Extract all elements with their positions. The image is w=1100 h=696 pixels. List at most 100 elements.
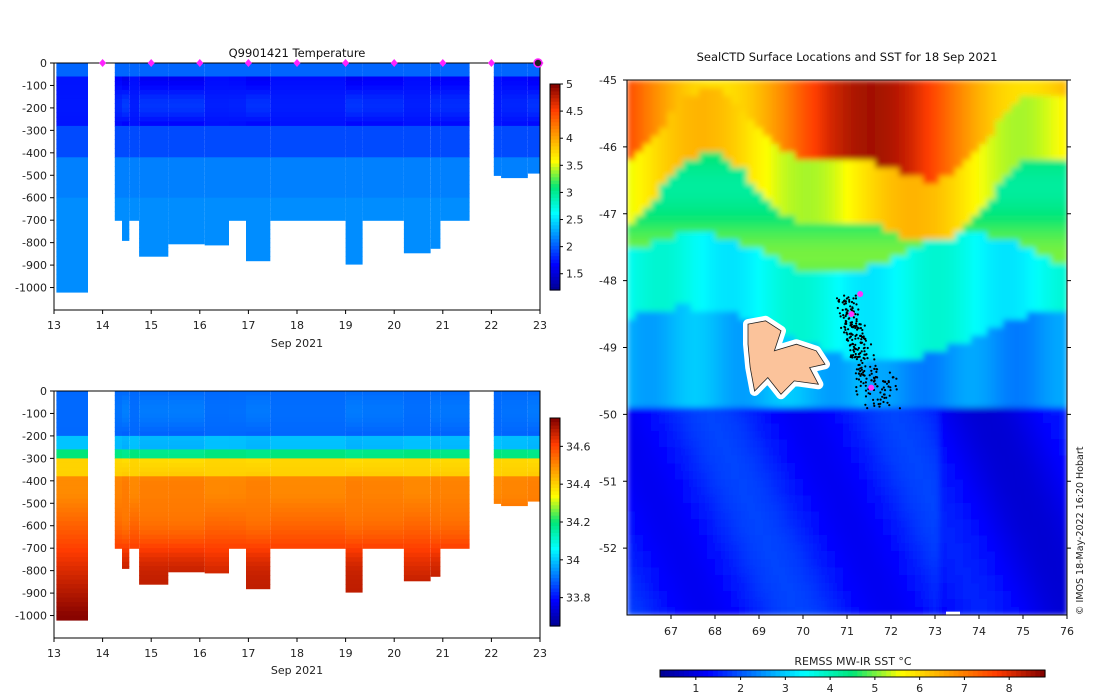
section-cell: [139, 143, 169, 149]
sst-cell: [747, 535, 756, 544]
section-cell: [229, 440, 246, 446]
sst-cell: [883, 375, 892, 385]
section-cell: [430, 521, 441, 527]
sst-cell: [1011, 223, 1020, 233]
section-cell: [270, 85, 346, 91]
sst-cell: [659, 175, 668, 185]
sst-cell: [811, 431, 820, 441]
section-cell: [345, 112, 363, 118]
sst-cell: [827, 255, 836, 265]
section-cell: [204, 130, 229, 136]
sst-cell: [635, 143, 644, 153]
sst-cell: [931, 415, 940, 425]
sst-cell: [883, 511, 892, 520]
section-cell: [229, 507, 246, 513]
sst-cell: [635, 215, 644, 225]
sst-cell: [643, 583, 652, 592]
sst-cell: [931, 303, 940, 313]
section-cell: [430, 157, 441, 163]
sst-cell: [835, 159, 844, 169]
colorbar-tick-label: 34.2: [566, 516, 591, 529]
section-cell: [139, 179, 169, 185]
section-cell: [345, 449, 363, 455]
sst-cell: [739, 455, 748, 465]
sst-cell: [771, 391, 780, 401]
sst-cell: [891, 143, 900, 153]
section-cell: [270, 103, 346, 109]
sst-cell: [843, 367, 852, 377]
section-cell: [501, 494, 528, 500]
section-cell: [270, 81, 346, 87]
section-cell: [139, 548, 169, 554]
sst-cell: [763, 191, 772, 201]
section-cell: [527, 139, 540, 145]
sst-cell: [995, 487, 1004, 496]
sst-cell: [859, 431, 868, 441]
sst-cell: [979, 511, 988, 520]
sst-cell: [859, 311, 868, 321]
section-cell: [168, 130, 205, 136]
sst-cell: [843, 599, 852, 608]
sst-cell: [891, 431, 900, 441]
sst-cell: [915, 351, 924, 361]
sst-cell: [883, 239, 892, 249]
section-cell: [501, 485, 528, 491]
sst-cell: [819, 447, 828, 457]
section-cell: [56, 453, 88, 459]
sst-cell: [787, 104, 796, 113]
sst-cell: [899, 527, 908, 536]
section-cell: [114, 543, 123, 549]
sst-cell: [731, 367, 740, 377]
sst-cell: [811, 263, 820, 273]
sst-cell: [939, 447, 948, 457]
sst-cell: [923, 167, 932, 177]
sst-cell: [971, 231, 980, 241]
sst-cell: [739, 463, 748, 473]
section-cell: [168, 67, 205, 73]
sst-cell: [1003, 231, 1012, 241]
sst-cell: [803, 271, 812, 281]
section-cell: [403, 395, 431, 401]
section-cell: [139, 391, 169, 397]
sst-cell: [683, 111, 692, 121]
section-cell: [403, 98, 431, 104]
sst-cell: [859, 159, 868, 169]
sst-cell: [923, 279, 932, 289]
sst-cell: [891, 207, 900, 217]
sst-cell: [811, 167, 820, 177]
sst-cell: [971, 351, 980, 361]
section-cell: [122, 422, 130, 428]
sst-cell: [643, 511, 652, 520]
section-cell: [56, 89, 88, 95]
sst-cell: [763, 199, 772, 209]
sst-cell: [1027, 311, 1036, 321]
section-cell: [403, 400, 431, 406]
sst-cell: [851, 239, 860, 249]
sst-cell: [667, 199, 676, 209]
sst-cell: [1019, 591, 1028, 600]
sst-cell: [899, 399, 908, 409]
sst-cell: [779, 511, 788, 520]
sst-cell: [947, 527, 956, 536]
colorbar-segment: [550, 424, 560, 429]
sst-cell: [635, 223, 644, 233]
colorbar-segment: [550, 84, 560, 88]
section-cell: [139, 579, 169, 585]
section-cell: [168, 125, 205, 131]
section-cell: [270, 395, 346, 401]
sst-cell: [667, 415, 676, 425]
sst-cell: [795, 511, 804, 520]
sst-cell: [795, 495, 804, 504]
sst-cell: [811, 327, 820, 337]
sst-cell: [707, 343, 716, 353]
sst-cell: [971, 391, 980, 401]
sst-cell: [1011, 487, 1020, 496]
sst-cell: [763, 431, 772, 441]
sst-cell: [883, 303, 892, 313]
sst-cell: [787, 191, 796, 201]
sst-cell: [803, 143, 812, 153]
sst-cell: [907, 383, 916, 393]
sst-cell: [747, 559, 756, 568]
section-cell: [229, 400, 246, 406]
section-cell: [168, 395, 205, 401]
